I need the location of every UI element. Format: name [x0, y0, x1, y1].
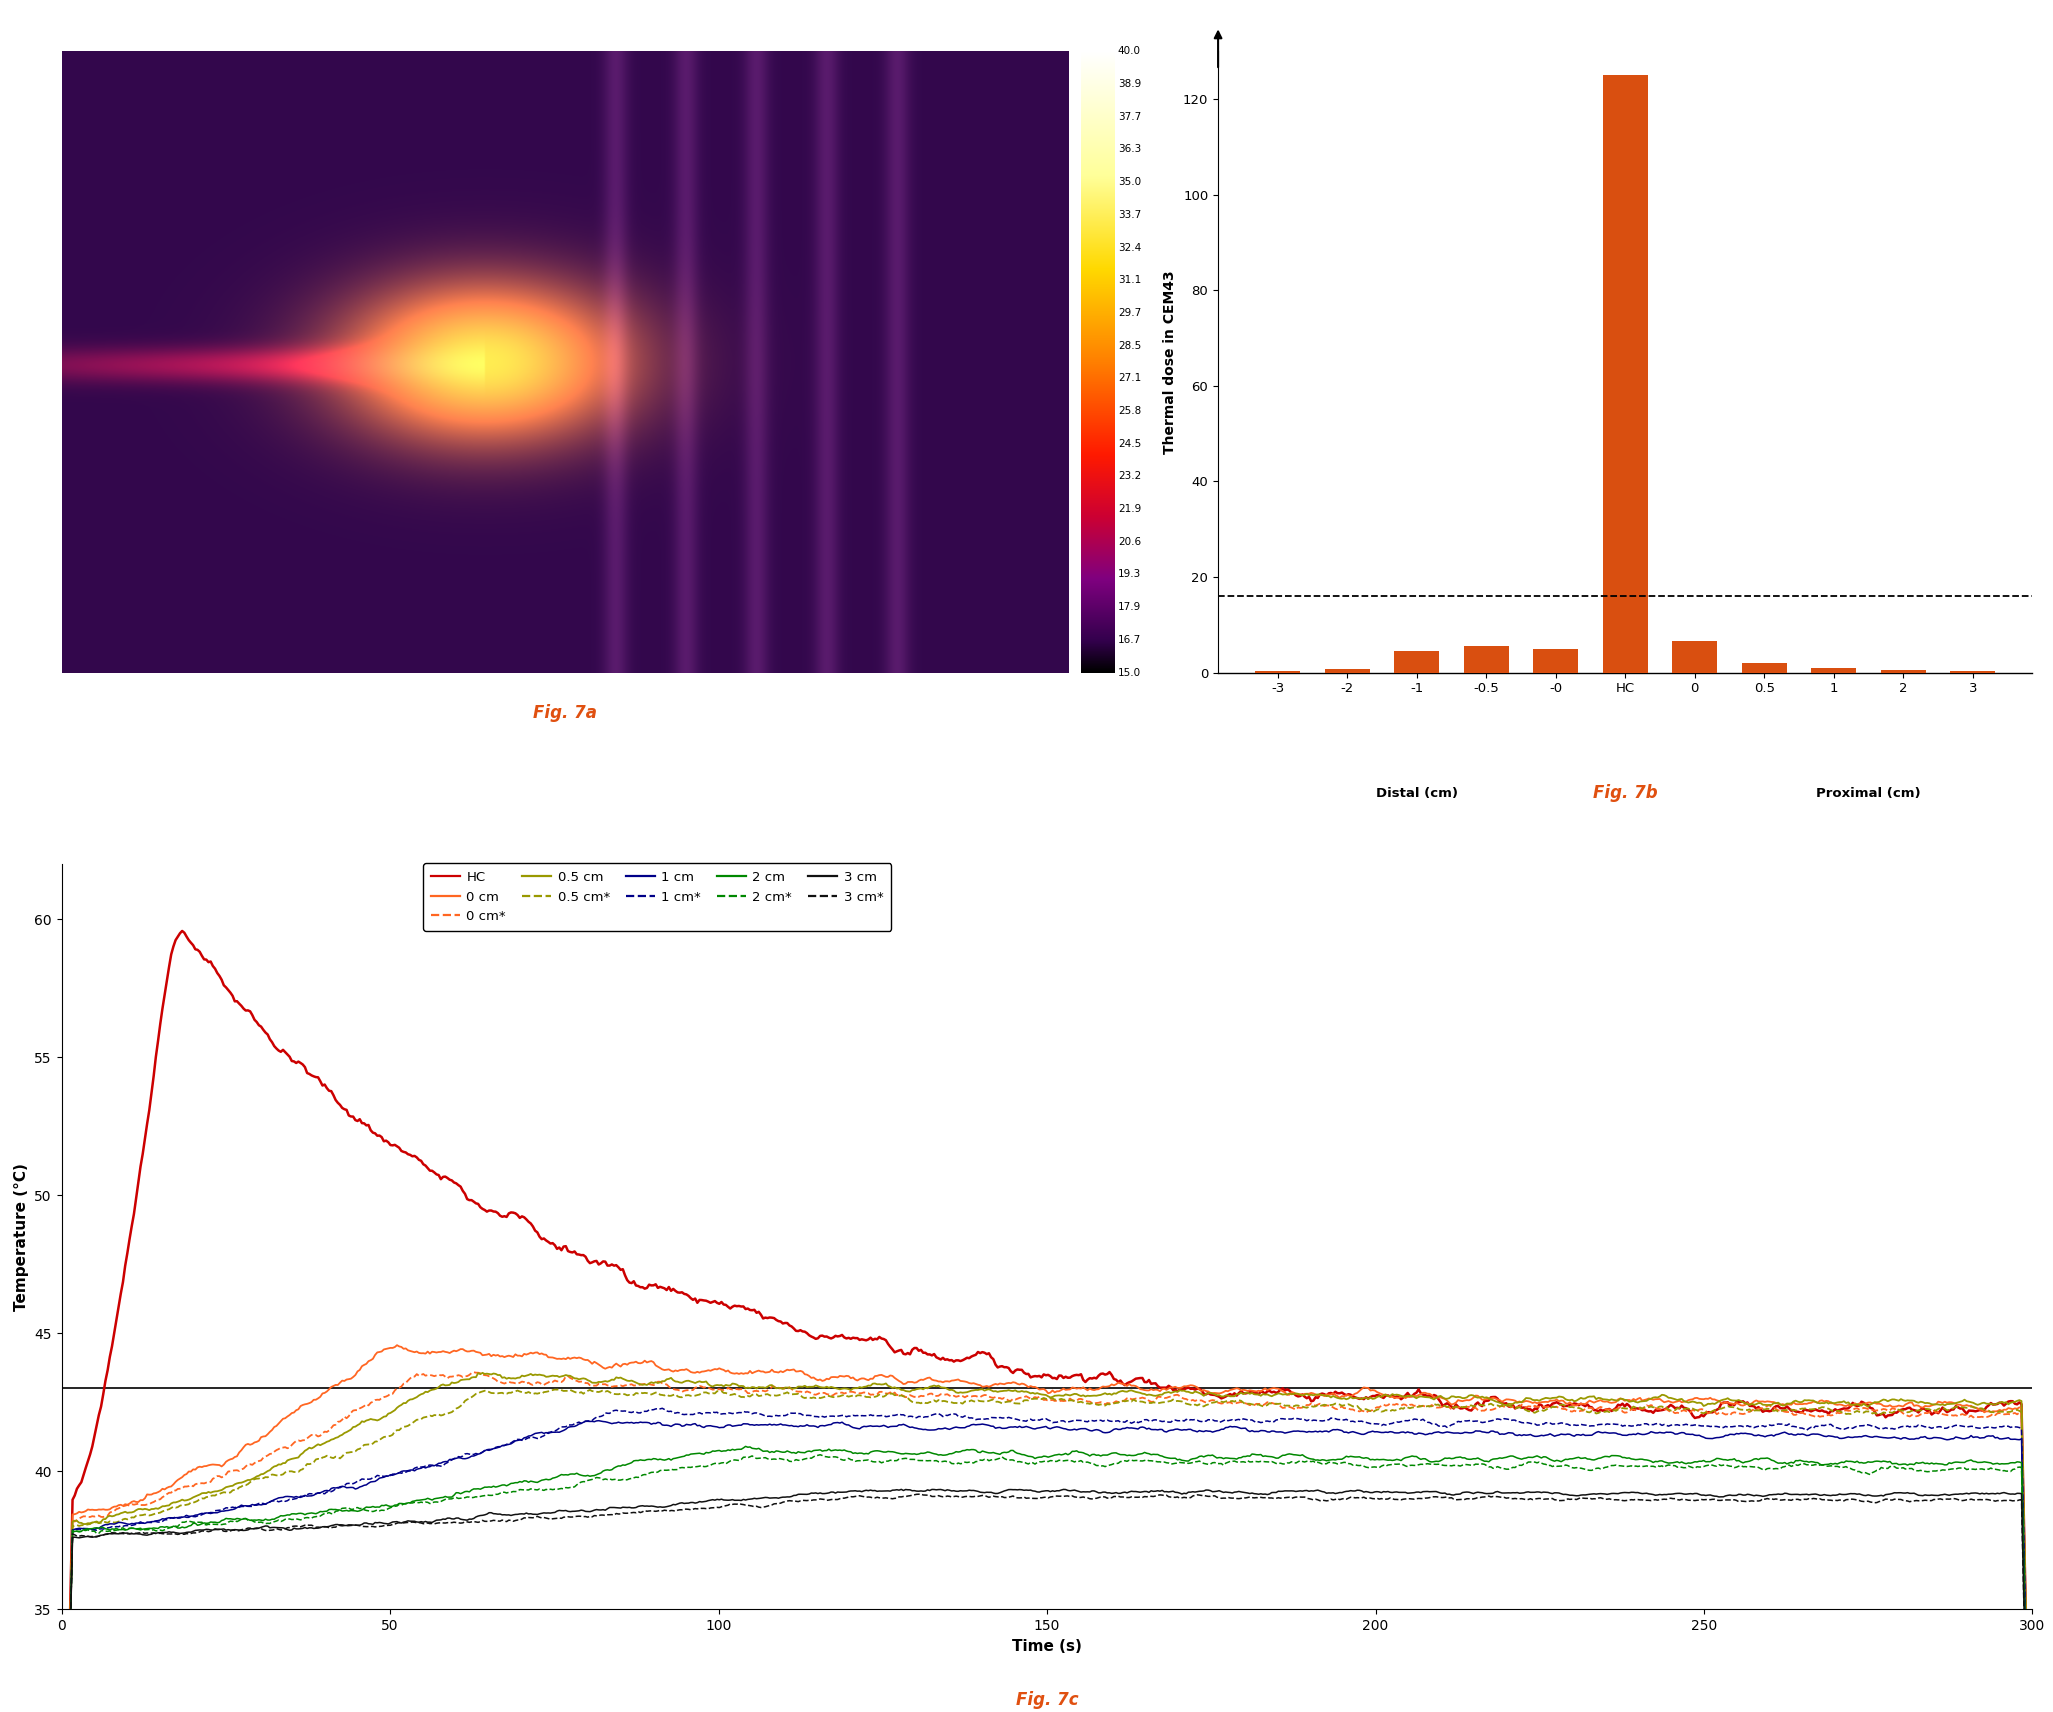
- Text: 21.9: 21.9: [1119, 503, 1141, 514]
- Text: 15.0: 15.0: [1119, 668, 1141, 678]
- Text: 29.7: 29.7: [1119, 308, 1141, 318]
- Bar: [1741, 663, 1786, 673]
- Text: 25.8: 25.8: [1119, 406, 1141, 416]
- Bar: [1534, 649, 1579, 673]
- Text: 35.0: 35.0: [1119, 176, 1141, 187]
- Text: 33.7: 33.7: [1119, 211, 1141, 219]
- Text: 37.7: 37.7: [1119, 111, 1141, 122]
- Text: 28.5: 28.5: [1119, 341, 1141, 351]
- Text: 27.1: 27.1: [1119, 373, 1141, 383]
- Text: 31.1: 31.1: [1119, 276, 1141, 286]
- Text: 36.3: 36.3: [1119, 144, 1141, 154]
- Bar: [1464, 645, 1509, 673]
- Text: 24.5: 24.5: [1119, 438, 1141, 449]
- Text: 17.9: 17.9: [1119, 603, 1141, 613]
- Bar: [1394, 651, 1439, 673]
- Text: 38.9: 38.9: [1119, 79, 1141, 89]
- Bar: [1811, 668, 1856, 673]
- Text: 20.6: 20.6: [1119, 538, 1141, 546]
- Text: Fig. 7b: Fig. 7b: [1593, 784, 1657, 803]
- Text: 19.3: 19.3: [1119, 570, 1141, 579]
- Bar: [1673, 642, 1718, 673]
- Legend: HC, 0 cm, 0 cm*, 0.5 cm, 0.5 cm*, 1 cm, 1 cm*, 2 cm, 2 cm*, 3 cm, 3 cm*: HC, 0 cm, 0 cm*, 0.5 cm, 0.5 cm*, 1 cm, …: [423, 863, 891, 931]
- Y-axis label: Thermal dose in CEM43: Thermal dose in CEM43: [1164, 270, 1178, 454]
- Text: Fig. 7a: Fig. 7a: [532, 704, 597, 721]
- Bar: [1324, 669, 1369, 673]
- Text: 16.7: 16.7: [1119, 635, 1141, 645]
- Text: 32.4: 32.4: [1119, 243, 1141, 253]
- Y-axis label: Temperature (°C): Temperature (°C): [14, 1162, 29, 1310]
- Bar: [1881, 669, 1926, 673]
- Text: Proximal (cm): Proximal (cm): [1817, 788, 1922, 800]
- Text: 23.2: 23.2: [1119, 471, 1141, 481]
- Bar: [1603, 75, 1649, 673]
- X-axis label: Time (s): Time (s): [1012, 1638, 1082, 1654]
- Text: Fig. 7c: Fig. 7c: [1016, 1691, 1078, 1709]
- Text: Distal (cm): Distal (cm): [1376, 788, 1458, 800]
- Text: 40.0: 40.0: [1119, 46, 1141, 56]
